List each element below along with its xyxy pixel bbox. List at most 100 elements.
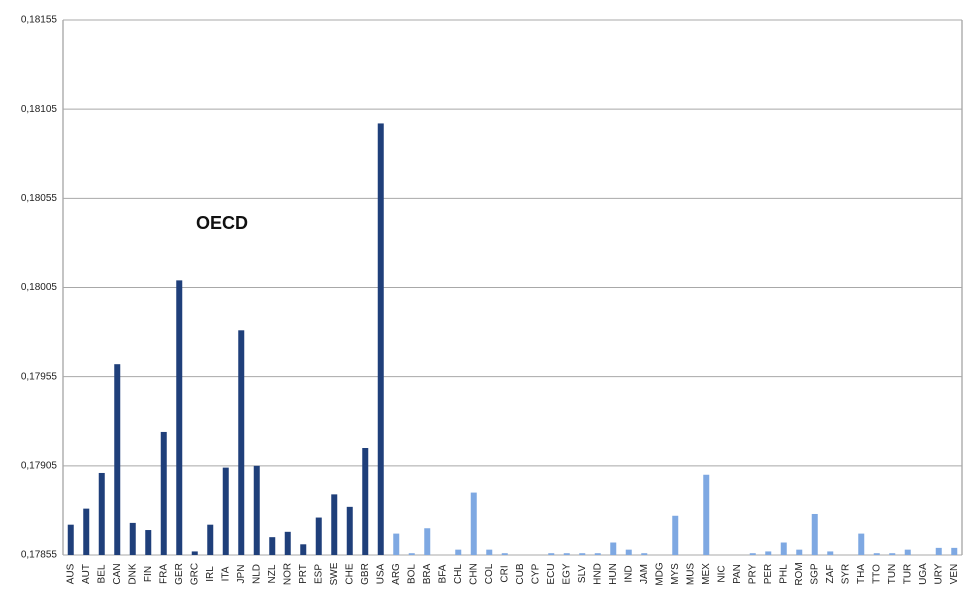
x-tick-label: ECU bbox=[546, 563, 557, 584]
bar bbox=[625, 549, 632, 555]
bar bbox=[873, 553, 880, 555]
x-tick-label: NZL bbox=[267, 564, 278, 583]
x-tick-label: AUT bbox=[81, 564, 92, 584]
bar bbox=[145, 530, 152, 555]
x-tick-label: IND bbox=[623, 565, 634, 582]
x-tick-label: CHL bbox=[453, 564, 464, 584]
bar bbox=[579, 553, 586, 555]
x-tick-label: TUR bbox=[902, 564, 913, 585]
bar bbox=[951, 547, 958, 555]
bar bbox=[780, 542, 787, 555]
x-tick-label: FRA bbox=[158, 564, 169, 584]
x-tick-label: MUS bbox=[685, 563, 696, 586]
bar bbox=[796, 549, 803, 555]
bar bbox=[253, 465, 260, 555]
x-tick-label: AUS bbox=[65, 563, 76, 584]
x-tick-label: VEN bbox=[949, 564, 960, 585]
x-tick-label: BRA bbox=[422, 563, 433, 584]
x-tick-label: CHE bbox=[344, 563, 355, 584]
bar bbox=[362, 448, 369, 555]
bar bbox=[827, 551, 834, 555]
bar bbox=[424, 528, 431, 555]
bar bbox=[377, 123, 384, 555]
x-tick-label: UGA bbox=[918, 563, 929, 585]
bar bbox=[393, 533, 400, 555]
bar bbox=[408, 553, 415, 555]
bar bbox=[703, 474, 710, 555]
x-tick-label: BFA bbox=[437, 564, 448, 583]
x-tick-label: ITA bbox=[220, 566, 231, 581]
x-tick-label: PHL bbox=[778, 564, 789, 584]
bar bbox=[300, 544, 307, 555]
x-tick-label: ROM bbox=[794, 562, 805, 585]
bar bbox=[331, 494, 338, 555]
x-tick-label: TTO bbox=[871, 564, 882, 584]
bar bbox=[501, 553, 508, 555]
bar bbox=[207, 524, 214, 555]
bar bbox=[548, 553, 555, 555]
y-tick-label: 0,17855 bbox=[21, 550, 58, 561]
bar bbox=[811, 513, 818, 555]
x-tick-label: SGP bbox=[809, 563, 820, 584]
x-tick-label: MEX bbox=[701, 563, 712, 585]
x-tick-label: ARG bbox=[391, 563, 402, 585]
annotation: OECD bbox=[196, 213, 248, 233]
x-tick-label: IRL bbox=[205, 566, 216, 582]
bar bbox=[67, 524, 74, 555]
bar bbox=[315, 517, 322, 555]
x-tick-label: EGY bbox=[561, 563, 572, 584]
x-tick-label: NLD bbox=[251, 564, 262, 584]
y-tick-label: 0,18005 bbox=[21, 282, 58, 293]
x-tick-label: THA bbox=[856, 564, 867, 584]
bar bbox=[672, 515, 679, 555]
bar bbox=[160, 431, 167, 555]
x-tick-label: NOR bbox=[282, 563, 293, 585]
y-tick-label: 0,18105 bbox=[21, 104, 58, 115]
bar bbox=[129, 522, 136, 555]
bar bbox=[238, 330, 245, 555]
x-tick-label: SLV bbox=[577, 565, 588, 583]
bar bbox=[346, 506, 353, 555]
x-tick-label: CUB bbox=[515, 563, 526, 584]
x-tick-label: USA bbox=[375, 563, 386, 584]
x-tick-label: ESP bbox=[313, 564, 324, 584]
x-tick-label: MYS bbox=[670, 563, 681, 585]
bar bbox=[98, 472, 105, 555]
bar bbox=[470, 492, 477, 555]
x-tick-label: GRC bbox=[189, 563, 200, 585]
x-tick-label: DNK bbox=[127, 563, 138, 584]
y-tick-label: 0,17905 bbox=[21, 460, 58, 471]
bar bbox=[904, 549, 911, 555]
bar bbox=[455, 549, 462, 555]
x-tick-label: FIN bbox=[143, 566, 154, 582]
bar bbox=[114, 364, 121, 555]
bar bbox=[858, 533, 865, 555]
bar bbox=[284, 531, 291, 555]
x-tick-label: JAM bbox=[639, 564, 650, 584]
y-tick-label: 0,18055 bbox=[21, 193, 58, 204]
x-tick-label: CRI bbox=[499, 565, 510, 582]
x-tick-label: PRY bbox=[747, 563, 758, 584]
x-tick-label: MDG bbox=[654, 562, 665, 586]
y-tick-label: 0,17955 bbox=[21, 371, 58, 382]
x-tick-label: JPN bbox=[236, 565, 247, 584]
x-tick-label: PER bbox=[763, 564, 774, 585]
bar bbox=[610, 542, 617, 555]
x-tick-label: CHN bbox=[468, 563, 479, 585]
x-tick-label: PAN bbox=[732, 564, 743, 584]
bar bbox=[269, 537, 276, 555]
x-tick-label: SWE bbox=[329, 562, 340, 585]
bar bbox=[889, 553, 896, 555]
x-tick-label: BOL bbox=[406, 564, 417, 584]
x-tick-label: SYR bbox=[840, 564, 851, 585]
x-tick-label: URY bbox=[933, 563, 944, 584]
x-tick-label: BEL bbox=[96, 564, 107, 583]
bar bbox=[563, 553, 570, 555]
bar bbox=[749, 553, 756, 555]
x-tick-label: CYP bbox=[530, 563, 541, 584]
bar bbox=[191, 551, 198, 555]
x-tick-label: HND bbox=[592, 563, 603, 585]
x-tick-label: TUN bbox=[887, 564, 898, 585]
bar bbox=[486, 549, 493, 555]
